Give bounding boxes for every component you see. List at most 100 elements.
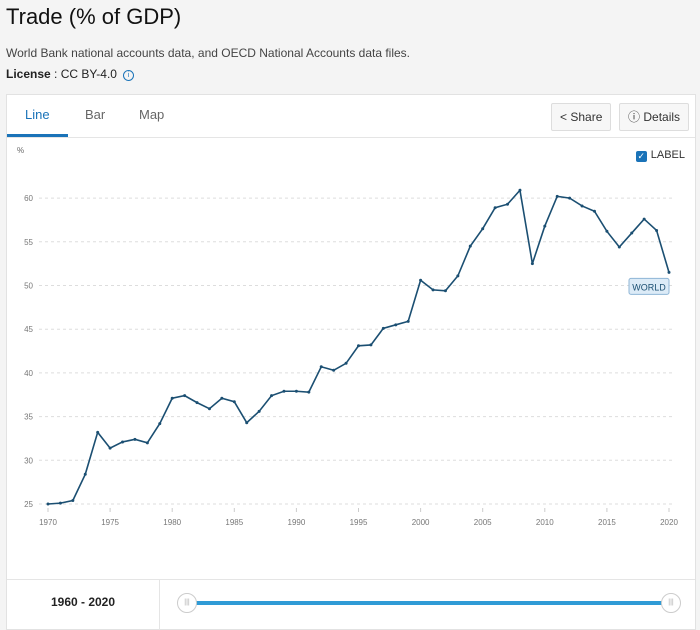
y-tick-label: 60 (24, 194, 33, 203)
y-tick-label: 40 (24, 369, 33, 378)
data-point (555, 194, 559, 198)
source-text: World Bank national accounts data, and O… (6, 46, 411, 60)
range-slider-end-handle[interactable]: ||| (661, 593, 681, 613)
y-tick-label: 45 (24, 325, 33, 334)
details-button[interactable]: ⓘ Details (619, 103, 690, 131)
tab-line[interactable]: Line (25, 107, 50, 122)
data-point (344, 361, 348, 365)
data-point (195, 401, 199, 405)
data-point (294, 389, 298, 393)
data-point (282, 389, 286, 393)
details-label: Details (643, 110, 681, 124)
chart-card: Line Bar Map < Share ⓘ Details ✓ LABEL % 2… (6, 94, 696, 630)
data-point (232, 400, 236, 404)
x-tick-label: 1970 (39, 518, 57, 527)
license-value: : CC BY-4.0 (54, 67, 117, 81)
y-tick-label: 35 (24, 413, 33, 422)
data-point (46, 502, 50, 506)
label-toggle[interactable]: ✓ LABEL (635, 149, 685, 162)
label-toggle-text: LABEL (650, 149, 685, 161)
data-point (530, 262, 534, 266)
data-point (145, 441, 149, 445)
y-tick-label: 30 (24, 456, 33, 465)
data-point (431, 288, 435, 292)
page-title: Trade (% of GDP) (6, 4, 182, 29)
data-point (506, 202, 510, 206)
data-point (419, 278, 423, 282)
data-point (518, 188, 522, 192)
data-point (121, 440, 125, 444)
data-point (568, 196, 572, 200)
data-point (394, 323, 398, 327)
x-tick-label: 2010 (536, 518, 554, 527)
license: License : CC BY-4.0 i (6, 67, 134, 81)
data-point (543, 224, 547, 228)
data-point (307, 390, 311, 394)
y-tick-label: 25 (24, 500, 33, 509)
active-tab-indicator (7, 134, 68, 137)
x-tick-label: 2000 (412, 518, 430, 527)
data-point (456, 274, 460, 278)
x-tick-label: 1990 (288, 518, 306, 527)
data-point (381, 326, 385, 330)
share-label: Share (570, 110, 603, 124)
year-range: 1960 - 2020 (7, 580, 160, 630)
data-point (655, 228, 659, 232)
x-tick-label: 1985 (225, 518, 243, 527)
x-tick-label: 2020 (660, 518, 678, 527)
tab-bar-chart[interactable]: Bar (85, 107, 106, 122)
range-footer: 1960 - 2020 ||| ||| (7, 579, 695, 630)
data-point (319, 365, 323, 369)
series-label-box (628, 277, 670, 295)
series-label: WORLD (632, 282, 666, 292)
data-point (605, 229, 609, 233)
data-point (83, 472, 87, 476)
x-tick-label: 2005 (474, 518, 492, 527)
data-point (493, 206, 497, 210)
data-point (630, 231, 634, 235)
range-slider-track[interactable] (185, 601, 671, 605)
data-point (257, 409, 261, 413)
data-point (220, 396, 224, 400)
data-point (332, 368, 336, 372)
checkbox-checked-icon[interactable]: ✓ (635, 151, 647, 162)
x-tick-label: 1980 (163, 518, 181, 527)
line-chart: % 25 30 35 40 45 50 55 60 1970 1975 1980 1985 1990 199… (17, 146, 678, 527)
data-point (369, 343, 373, 347)
license-label: License (6, 67, 51, 81)
data-point (468, 244, 472, 248)
x-tick-label: 1995 (350, 518, 368, 527)
y-axis-label: % (17, 146, 24, 155)
data-point (96, 430, 100, 434)
data-point (667, 270, 671, 274)
data-point (580, 204, 584, 208)
data-point (443, 289, 447, 293)
data-point (270, 394, 274, 398)
data-point (71, 499, 75, 503)
tab-bar: Line Bar Map < Share ⓘ Details (7, 95, 695, 138)
data-point (245, 421, 249, 425)
data-point (481, 227, 485, 231)
data-point (170, 396, 174, 400)
data-point (617, 245, 621, 249)
share-button[interactable]: < Share (551, 103, 612, 131)
data-point (58, 501, 62, 505)
share-icon: < (560, 110, 568, 124)
data-point (183, 394, 187, 398)
data-point (158, 422, 162, 426)
data-point (642, 217, 646, 221)
data-point (357, 344, 360, 348)
y-tick-label: 50 (24, 282, 33, 291)
data-point (406, 319, 410, 323)
data-point (108, 446, 112, 450)
y-tick-label: 55 (24, 238, 33, 247)
data-point (592, 209, 596, 213)
range-slider-start-handle[interactable]: ||| (177, 593, 197, 613)
data-point (133, 437, 137, 441)
tab-map[interactable]: Map (139, 107, 165, 122)
info-icon[interactable]: i (122, 70, 134, 81)
x-tick-label: 2015 (598, 518, 616, 527)
data-point (207, 407, 211, 411)
info-circle-icon: ⓘ (628, 110, 641, 124)
x-tick-label: 1975 (101, 518, 119, 527)
